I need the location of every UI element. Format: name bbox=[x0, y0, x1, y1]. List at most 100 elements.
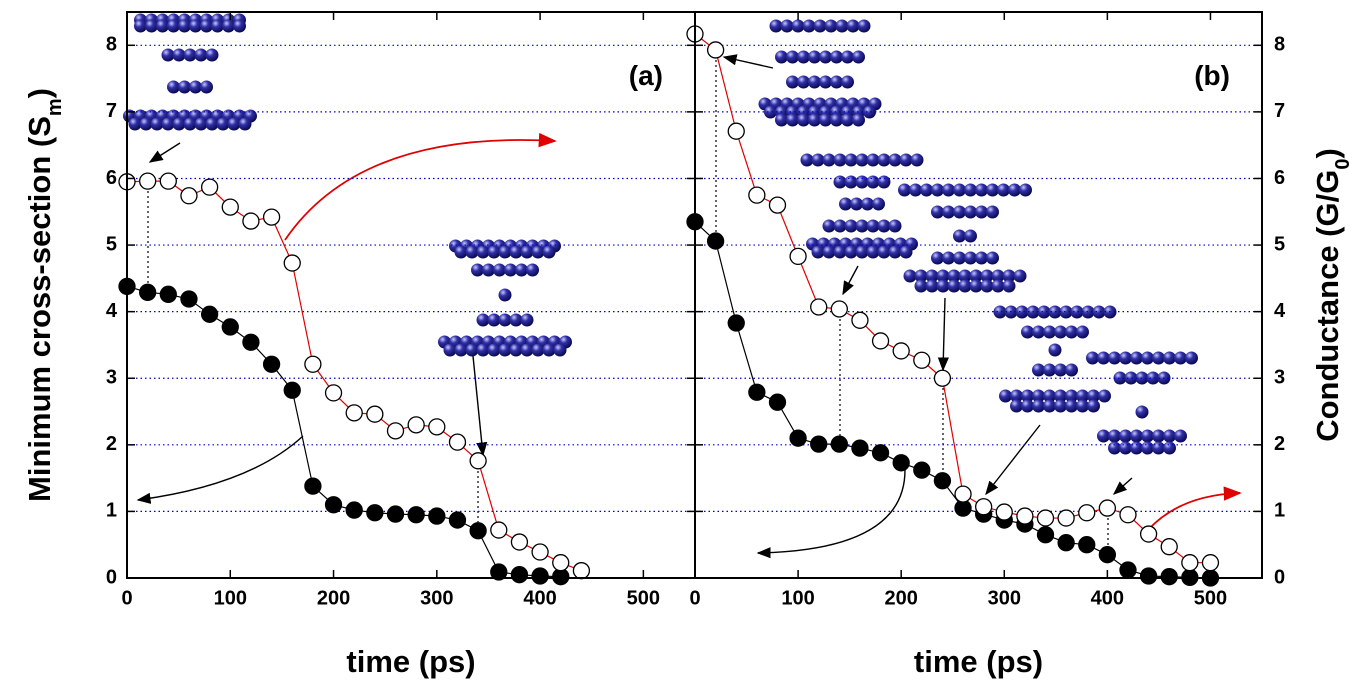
atom-cluster bbox=[1086, 351, 1198, 455]
atom bbox=[1108, 351, 1121, 365]
atom bbox=[183, 48, 197, 62]
y2-axis-label: Conductance (G/G0) bbox=[1310, 148, 1354, 442]
atom bbox=[1098, 389, 1111, 403]
data-point bbox=[768, 196, 787, 214]
atom bbox=[167, 80, 180, 94]
atom bbox=[819, 113, 832, 127]
atom bbox=[980, 269, 994, 283]
atom bbox=[841, 75, 854, 89]
atom bbox=[178, 80, 191, 94]
atom bbox=[1008, 183, 1021, 197]
atom bbox=[1010, 399, 1023, 413]
atom bbox=[775, 50, 788, 64]
data-point bbox=[469, 452, 487, 470]
data-point bbox=[345, 501, 363, 519]
data-point bbox=[1160, 568, 1178, 586]
data-point bbox=[1036, 526, 1055, 544]
atom bbox=[811, 245, 825, 259]
atom bbox=[1119, 351, 1132, 365]
data-point bbox=[159, 285, 177, 303]
data-point bbox=[324, 384, 343, 402]
atom bbox=[1043, 399, 1056, 413]
x-tick-label: 400 bbox=[1091, 587, 1124, 609]
atom bbox=[515, 263, 528, 277]
y-tick-label: 7 bbox=[106, 100, 117, 122]
arrow bbox=[722, 54, 774, 69]
data-point bbox=[510, 533, 529, 551]
panel: 0 100 200 300 400 500 0 1 2 3 4 5 6 7 8 (b) time (ps) Con… bbox=[686, 11, 1354, 679]
atom bbox=[509, 245, 523, 259]
data-point bbox=[1078, 536, 1096, 554]
arrow bbox=[1112, 477, 1133, 495]
atom bbox=[993, 305, 1007, 319]
atom bbox=[1185, 351, 1198, 365]
atom bbox=[855, 175, 869, 189]
arrow bbox=[472, 355, 488, 457]
atom bbox=[1097, 351, 1110, 365]
atom bbox=[531, 343, 545, 357]
atom bbox=[216, 117, 230, 131]
atom bbox=[797, 113, 810, 127]
atom bbox=[1002, 279, 1016, 293]
arrow bbox=[284, 132, 557, 241]
data-point bbox=[727, 122, 745, 140]
atom bbox=[852, 50, 865, 64]
atom bbox=[877, 175, 891, 189]
x-axis-label: time (ps) bbox=[346, 644, 475, 679]
atom bbox=[899, 245, 913, 259]
atom bbox=[888, 245, 902, 259]
atom bbox=[980, 279, 994, 293]
atom bbox=[1163, 351, 1176, 365]
atom bbox=[1010, 389, 1023, 403]
atom bbox=[167, 19, 180, 33]
atom bbox=[903, 269, 917, 283]
atom-cluster bbox=[800, 153, 924, 259]
arrow bbox=[136, 435, 304, 504]
atom bbox=[925, 279, 939, 293]
atom bbox=[964, 229, 977, 243]
x-tick-label: 300 bbox=[420, 587, 453, 609]
atom bbox=[150, 117, 164, 131]
data-point bbox=[139, 283, 157, 301]
atom bbox=[1054, 325, 1067, 339]
atom bbox=[910, 153, 924, 167]
atom bbox=[1130, 441, 1143, 455]
atom bbox=[953, 183, 966, 197]
atom bbox=[822, 219, 836, 233]
atom bbox=[791, 19, 805, 33]
data-point bbox=[366, 405, 384, 423]
atom bbox=[861, 197, 874, 211]
y-tick-label: 1 bbox=[106, 500, 117, 522]
atom bbox=[1043, 363, 1056, 377]
panel-label: (b) bbox=[1194, 60, 1230, 91]
data-point bbox=[448, 511, 467, 529]
atom bbox=[1002, 269, 1016, 283]
atom bbox=[1013, 269, 1027, 283]
atom bbox=[139, 117, 153, 131]
atom bbox=[222, 19, 235, 33]
atom bbox=[465, 343, 479, 357]
data-point bbox=[706, 41, 725, 59]
data-point bbox=[933, 472, 952, 490]
atom bbox=[852, 113, 865, 127]
atom bbox=[802, 19, 816, 33]
atom bbox=[786, 50, 799, 64]
x-tick-label: 500 bbox=[627, 587, 660, 609]
atom bbox=[178, 19, 191, 33]
atom bbox=[830, 113, 843, 127]
y2-tick-label: 0 bbox=[1274, 566, 1285, 588]
atom bbox=[841, 113, 854, 127]
data-point bbox=[324, 496, 343, 514]
atom bbox=[857, 19, 871, 33]
y-tick-label: 0 bbox=[106, 566, 117, 588]
atom bbox=[833, 175, 847, 189]
atom bbox=[819, 50, 832, 64]
atom bbox=[888, 153, 902, 167]
data-point bbox=[200, 305, 219, 323]
data-point bbox=[139, 172, 157, 190]
y2-tick-label: 8 bbox=[1274, 34, 1285, 56]
atom bbox=[844, 219, 858, 233]
atom bbox=[1086, 351, 1099, 365]
data-point bbox=[159, 172, 177, 190]
